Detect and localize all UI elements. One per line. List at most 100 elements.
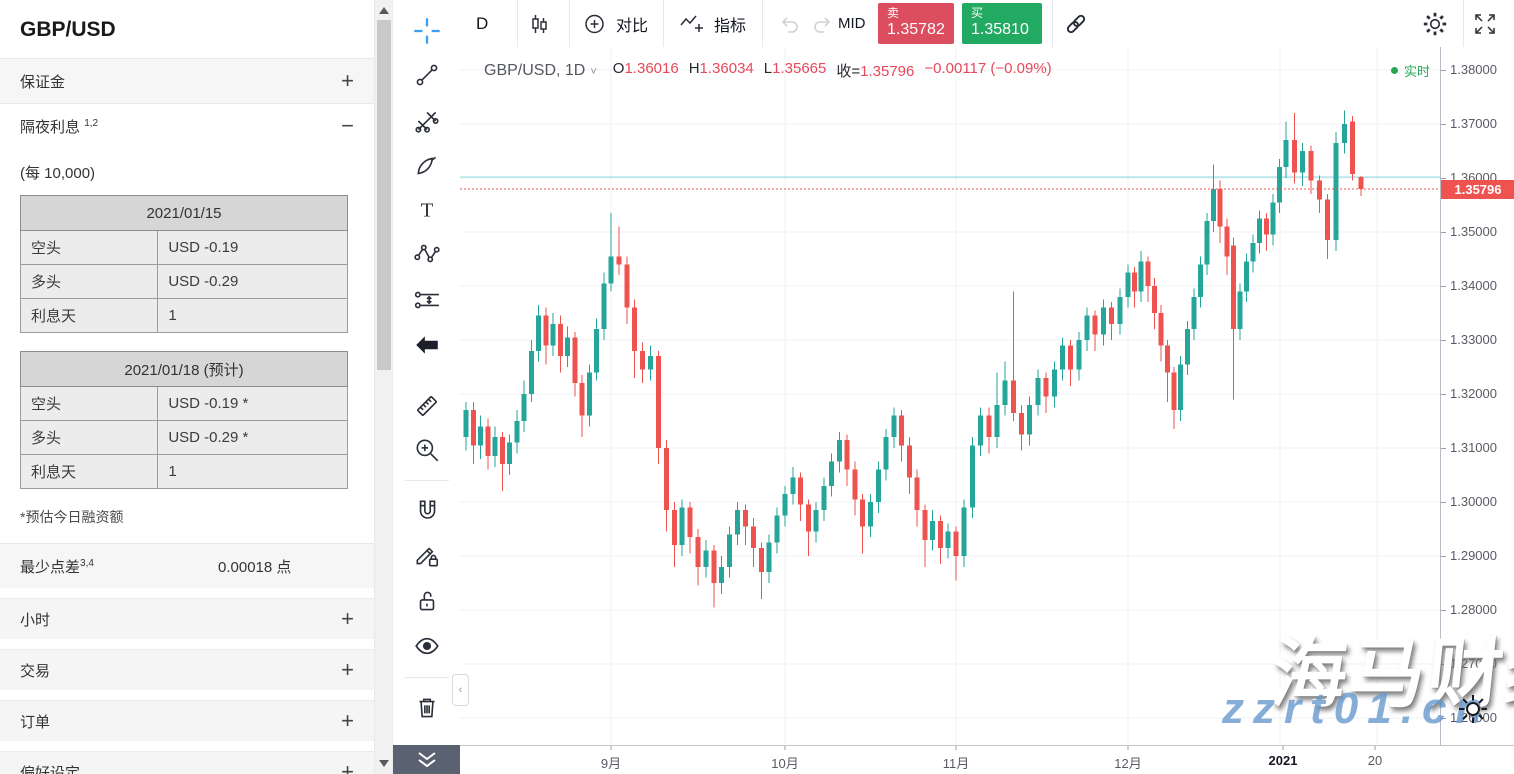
section-overnight-interest[interactable]: 隔夜利息 1,2 − xyxy=(0,103,374,148)
sidebar-section-偏好设定[interactable]: 偏好设定 + xyxy=(0,751,374,774)
price-tick-label: 1.27000 xyxy=(1450,656,1497,671)
ruler-tool[interactable] xyxy=(409,388,445,424)
last-price-tag: 1.35796 xyxy=(1441,179,1514,199)
section-label: 交易 xyxy=(20,662,51,680)
table-row: 多头 USD -0.29 * xyxy=(19,420,348,455)
time-tick-label: 2021 xyxy=(1268,753,1298,768)
crosshair-icon xyxy=(412,16,442,46)
gann-fib-tool[interactable] xyxy=(409,103,445,139)
arrow-mark-icon xyxy=(413,331,441,359)
zoom-in-tool[interactable] xyxy=(409,432,445,468)
text-tool-tool[interactable]: T xyxy=(409,192,445,228)
table-cell: USD -0.29 xyxy=(157,264,348,299)
symbol-menu[interactable]: GBP/USD, 1D ˅ xyxy=(484,61,597,79)
sell-price: 1.35782 xyxy=(887,21,945,38)
section-margin[interactable]: 保证金 + xyxy=(0,58,374,103)
time-tick-label: 11月 xyxy=(942,756,970,771)
svg-text:T: T xyxy=(421,199,434,221)
link-icon xyxy=(1066,14,1086,33)
lock-drawings-tool[interactable] xyxy=(409,583,445,619)
realtime-badge: 实时 xyxy=(1390,61,1430,80)
crosshair-tool[interactable] xyxy=(409,13,445,49)
table-cell: 空头 xyxy=(19,230,159,265)
overnight-table: 2021/01/15 空头 USD -0.19 多头 USD -0.29 利息天 1 xyxy=(19,195,348,333)
time-axis[interactable]: 9月 10月 11月 12月 2021 20 xyxy=(460,745,1514,774)
scroll-down-icon[interactable] xyxy=(379,760,389,767)
gann-fib-icon xyxy=(413,107,441,135)
price-tick-label: 1.33000 xyxy=(1450,332,1497,347)
min-spread-value: 0.00018 点 xyxy=(218,558,292,576)
expand-icon: + xyxy=(341,68,354,93)
change-value: −0.00117 (−0.09%) xyxy=(924,60,1052,77)
forecast-icon xyxy=(413,286,441,314)
show-favorite-tools-button[interactable] xyxy=(393,745,461,774)
chevron-down-icon: ˅ xyxy=(590,65,597,78)
table-row: 空头 USD -0.19 * xyxy=(19,386,348,421)
page-title: GBP/USD xyxy=(20,18,116,41)
table-header: 2021/01/18 (预计) xyxy=(20,351,348,387)
redo-button[interactable] xyxy=(810,0,834,47)
table-cell: 1 xyxy=(157,454,348,489)
hide-drawings-icon xyxy=(413,632,441,660)
compare-button[interactable]: 对比 xyxy=(582,0,648,47)
zoom-in-icon xyxy=(413,436,441,464)
chart-style-button[interactable] xyxy=(526,0,552,47)
buy-button[interactable]: 买 1.35810 xyxy=(962,3,1042,44)
price-tick-label: 1.28000 xyxy=(1450,602,1497,617)
text-tool-icon: T xyxy=(413,196,441,224)
expand-icon: + xyxy=(341,759,354,774)
fullscreen-button[interactable] xyxy=(1472,0,1498,47)
candlestick-chart-canvas[interactable]: GBP/USD, 1D ˅ O1.36016 H1.36034 L1.35665 … xyxy=(460,47,1440,745)
hide-drawings-tool[interactable] xyxy=(409,628,445,664)
drawing-toolbar: T xyxy=(392,0,462,774)
sell-button[interactable]: 卖 1.35782 xyxy=(878,3,954,44)
table-cell: USD -0.19 * xyxy=(157,386,348,421)
sidebar-section-小时[interactable]: 小时 + xyxy=(0,598,374,639)
brush-tool[interactable] xyxy=(409,148,445,184)
candlestick-style-icon xyxy=(532,14,547,33)
scroll-up-icon[interactable] xyxy=(379,7,389,14)
sidebar-section-订单[interactable]: 订单 + xyxy=(0,700,374,741)
time-tick-label: 12月 xyxy=(1114,756,1142,771)
price-tick-label: 1.30000 xyxy=(1450,494,1497,509)
overnight-tables: 2021/01/15 空头 USD -0.19 多头 USD -0.29 利息天 1 2021… xyxy=(0,195,374,489)
interval-button[interactable]: D xyxy=(476,13,489,33)
trend-line-tool[interactable] xyxy=(409,57,445,93)
section-label: 小时 xyxy=(20,611,51,629)
min-spread-label: 最少点差3,4 xyxy=(20,557,94,576)
sidebar-scrollbar[interactable] xyxy=(374,0,393,774)
gear-icon xyxy=(1423,12,1447,35)
section-label: 偏好设定 xyxy=(20,764,81,774)
min-spread-row: 最少点差3,4 0.00018 点 xyxy=(0,543,374,588)
indicators-button[interactable]: 指标 xyxy=(678,0,746,47)
collapsed-sections: 小时 + 交易 + 订单 + 偏好设定 + xyxy=(0,598,374,774)
undo-button[interactable] xyxy=(778,0,802,47)
forecast-tool[interactable] xyxy=(409,282,445,318)
realtime-dot-icon xyxy=(1390,67,1398,74)
chart-settings-button[interactable] xyxy=(1421,0,1449,47)
table-cell: 利息天 xyxy=(19,298,159,333)
trash-tool[interactable] xyxy=(409,690,445,726)
ohlc-values: O1.36016 H1.36034 L1.35665 收=1.35796 −0.… xyxy=(612,60,1052,80)
overnight-footnote: *预估今日融资额 xyxy=(20,509,124,525)
link-chart-button[interactable] xyxy=(1062,0,1090,47)
brush-icon xyxy=(413,152,441,180)
table-cell: USD -0.29 * xyxy=(157,420,348,455)
price-axis[interactable]: 1.38000 1.37000 1.36000 1.35000 1.34000 1.330… xyxy=(1440,47,1514,745)
arrow-mark-tool[interactable] xyxy=(409,327,445,363)
table-row: 空头 USD -0.19 xyxy=(19,230,348,265)
toolbar-collapse-handle[interactable]: ‹ xyxy=(452,674,469,706)
price-tick-label: 1.38000 xyxy=(1450,62,1497,77)
buy-label: 买 xyxy=(971,6,984,20)
chart-legend: GBP/USD, 1D ˅ O1.36016 H1.36034 L1.35665 … xyxy=(484,60,1052,81)
table-row: 多头 USD -0.29 xyxy=(19,264,348,299)
trend-line-icon xyxy=(413,61,441,89)
pattern-tool[interactable] xyxy=(409,236,445,272)
sidebar-section-交易[interactable]: 交易 + xyxy=(0,649,374,690)
price-source-dropdown[interactable]: MID xyxy=(838,15,866,32)
scrollbar-thumb[interactable] xyxy=(377,20,391,370)
lock-drawings-icon xyxy=(413,587,441,615)
magnet-tool[interactable] xyxy=(409,493,445,529)
drawing-mode-lock-tool[interactable] xyxy=(409,538,445,574)
